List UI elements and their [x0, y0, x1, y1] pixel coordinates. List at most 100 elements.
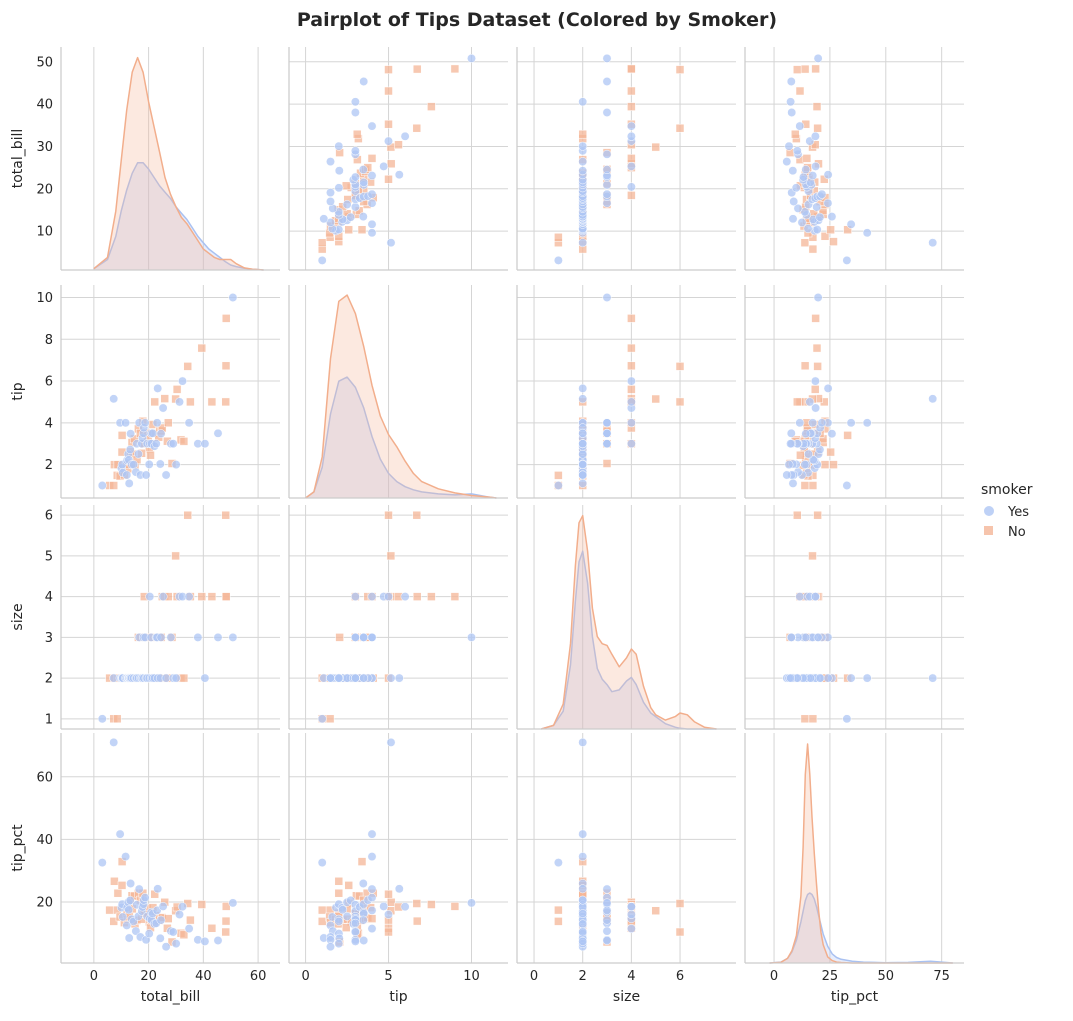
x-tick-label: 20 [140, 969, 157, 984]
point-smoker-yes [797, 218, 807, 227]
point-smoker-no [675, 397, 685, 407]
point-smoker-yes [109, 394, 119, 404]
kde-area-yes [541, 551, 717, 729]
point-smoker-no [344, 225, 353, 235]
point-smoker-yes [578, 157, 588, 167]
point-smoker-yes [400, 592, 410, 602]
x-tick-label: 25 [822, 969, 839, 984]
point-smoker-yes [140, 418, 150, 428]
point-smoker-yes [602, 439, 612, 449]
y-axis-label: tip_pct [10, 824, 26, 872]
point-smoker-no [808, 714, 818, 724]
point-smoker-yes [342, 200, 352, 209]
point-smoker-yes [394, 170, 404, 180]
y-tick-label: 4 [45, 590, 53, 605]
point-smoker-no [791, 129, 800, 139]
point-smoker-yes [788, 214, 798, 224]
point-smoker-yes [823, 198, 833, 208]
point-smoker-yes [553, 858, 563, 868]
point-smoker-yes [578, 449, 588, 459]
point-smoker-no [412, 592, 422, 601]
point-smoker-no [113, 888, 123, 898]
point-smoker-yes [350, 918, 360, 928]
point-smoker-yes [350, 172, 360, 182]
x-tick-label: 0 [530, 969, 538, 984]
y-tick-label: 10 [36, 291, 53, 306]
y-tick-label: 2 [45, 672, 53, 687]
point-smoker-yes [578, 936, 588, 946]
point-smoker-yes [578, 927, 588, 937]
point-smoker-yes [784, 460, 794, 470]
point-smoker-yes [124, 905, 134, 915]
point-smoker-yes [168, 927, 178, 937]
point-smoker-yes [118, 912, 128, 922]
point-smoker-yes [171, 939, 181, 949]
point-smoker-yes [578, 97, 588, 107]
point-smoker-yes [928, 238, 938, 248]
point-smoker-no [675, 927, 685, 937]
x-tick-label: 6 [676, 969, 684, 984]
figure-title: Pairplot of Tips Dataset (Colored by Smo… [297, 9, 777, 31]
y-tick-label: 50 [36, 55, 53, 70]
point-smoker-yes [156, 429, 166, 439]
point-smoker-yes [578, 895, 588, 905]
point-smoker-yes [367, 884, 377, 894]
point-smoker-no [221, 927, 230, 937]
point-smoker-yes [97, 858, 107, 868]
point-smoker-no [811, 314, 820, 323]
point-smoker-no [386, 898, 396, 907]
x-tick-label: 4 [627, 969, 635, 984]
point-smoker-no [183, 362, 192, 371]
point-smoker-yes [805, 397, 815, 407]
point-smoker-yes [151, 439, 161, 449]
point-smoker-yes [317, 858, 327, 868]
point-smoker-yes [578, 428, 588, 438]
x-tick-label: 75 [933, 969, 950, 984]
point-smoker-yes [121, 852, 131, 862]
y-axis-label: size [10, 603, 26, 630]
x-tick-label: 2 [579, 969, 587, 984]
point-smoker-yes [358, 165, 368, 175]
point-smoker-no [384, 119, 393, 129]
y-tick-label: 40 [36, 833, 53, 848]
point-smoker-no [109, 481, 118, 490]
panel-size-vs-tip_pct [744, 505, 964, 730]
point-smoker-no [197, 900, 207, 909]
point-smoker-yes [367, 198, 377, 208]
point-smoker-no [221, 510, 230, 520]
point-smoker-yes [367, 905, 377, 915]
point-smoker-yes [578, 238, 588, 248]
point-smoker-yes [133, 449, 143, 459]
kde-area-no [769, 744, 953, 963]
point-smoker-no [386, 159, 396, 169]
point-smoker-yes [161, 470, 171, 480]
point-smoker-yes [791, 183, 801, 193]
point-smoker-yes [553, 481, 563, 490]
point-smoker-no [627, 385, 636, 394]
point-smoker-yes [367, 829, 377, 839]
y-tick-label: 8 [45, 333, 53, 348]
point-smoker-yes [145, 592, 155, 602]
point-smoker-yes [367, 893, 377, 903]
point-smoker-yes [384, 136, 393, 146]
point-smoker-yes [782, 470, 792, 480]
point-smoker-yes [578, 439, 588, 449]
point-smoker-yes [400, 902, 410, 912]
panel-tip-vs-size [516, 285, 736, 499]
point-smoker-yes [379, 161, 389, 171]
panel-total_bill-vs-tip [288, 47, 508, 271]
point-smoker-no [221, 592, 231, 601]
point-smoker-no [352, 129, 362, 139]
y-tick-label: 20 [36, 182, 53, 197]
point-smoker-no [808, 481, 818, 490]
kde-area-no [541, 515, 717, 729]
point-smoker-yes [602, 189, 612, 199]
kde-line-yes [305, 376, 497, 499]
point-smoker-no [675, 362, 685, 371]
point-smoker-yes [602, 915, 612, 925]
point-smoker-no [450, 902, 460, 911]
point-smoker-yes [213, 428, 223, 438]
point-smoker-yes [213, 632, 223, 642]
point-smoker-no [450, 64, 460, 74]
point-smoker-yes [334, 141, 344, 151]
